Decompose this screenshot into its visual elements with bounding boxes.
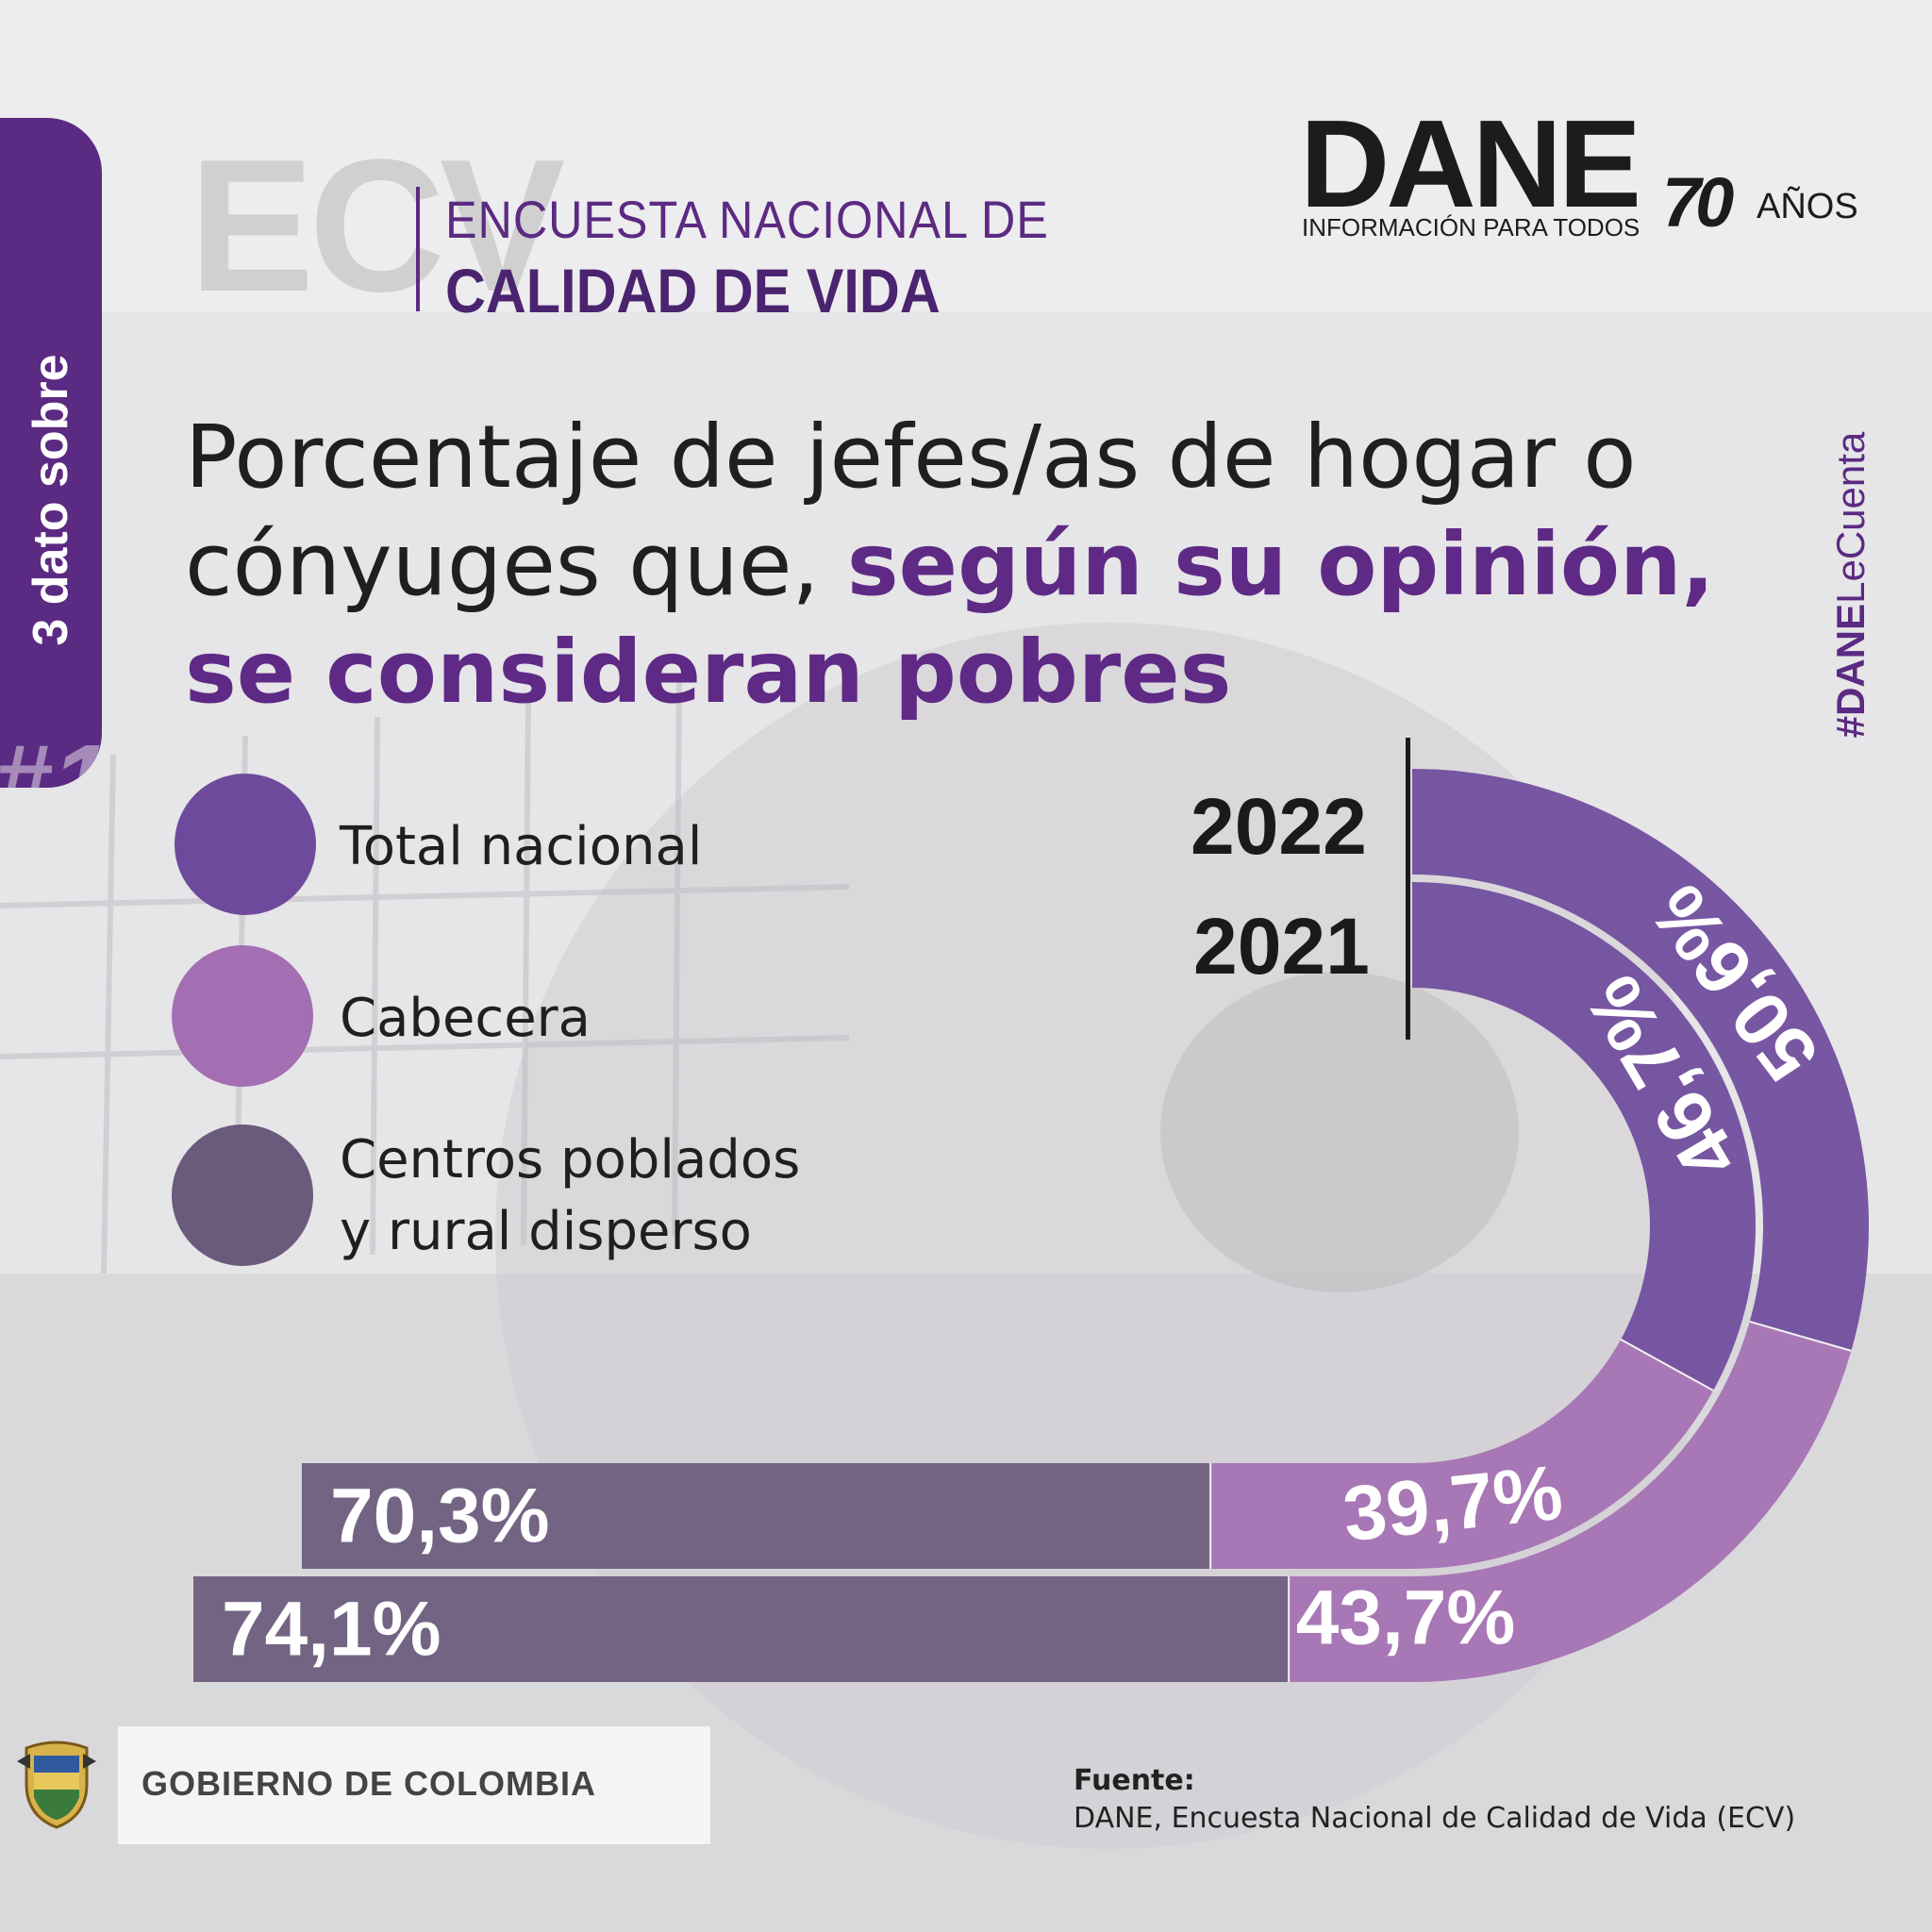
survey-name-line1: ENCUESTA NACIONAL DE	[445, 190, 1049, 249]
side-tab: 3 dato sobre #1	[0, 118, 102, 788]
bar-cabecera-2021-arc	[1412, 1322, 1852, 1682]
dane-logo: DANE	[1300, 94, 1641, 233]
government-banner	[118, 1726, 710, 1844]
title-line3-highlight: se consideran pobres	[185, 622, 1232, 723]
legend-swatch-total	[175, 774, 316, 915]
anniversary-number: 70	[1662, 163, 1734, 242]
bar-cabecera-2022-straight	[1209, 1463, 1412, 1569]
bar-rural-2022-straight	[302, 1463, 1210, 1569]
legend-label-total: Total nacional	[340, 816, 703, 877]
source-text: DANE, Encuesta Nacional de Calidad de Vi…	[1074, 1802, 1796, 1835]
title-line2: cónyuges que, según su opinión,	[185, 511, 1789, 619]
dane-tagline: INFORMACIÓN PARA TODOS	[1302, 213, 1641, 242]
bar-total-2021-arc	[1412, 769, 1869, 1352]
legend-label-rural-line1: Centros poblados	[340, 1129, 801, 1191]
bar-cabecera-2021-straight	[1288, 1576, 1412, 1682]
value-label-cabecera-2021: 43,7%	[1296, 1575, 1516, 1661]
value-label-rural-2022: 70,3%	[330, 1474, 550, 1559]
colombia-coat-of-arms-icon	[17, 1740, 96, 1829]
legend-swatch-cabecera	[172, 945, 313, 1087]
title-line1: Porcentaje de jefes/as de hogar o	[185, 407, 1637, 508]
bar-total-2022-arc	[1412, 882, 1756, 1391]
year-label-2021: 2021	[1193, 902, 1370, 991]
title-line2-plain: cónyuges que,	[185, 514, 847, 615]
page-title: Porcentaje de jefes/as de hogar o cónyug…	[185, 404, 1789, 726]
legend-label-rural-line2: y rural disperso	[340, 1201, 752, 1262]
year-label-2022: 2022	[1191, 782, 1367, 871]
ecv-watermark: ECV	[189, 121, 565, 331]
header-divider	[416, 187, 420, 311]
side-tab-number: #1	[0, 724, 102, 788]
year-divider	[1406, 738, 1410, 1040]
anniversary-word: AÑOS	[1757, 187, 1858, 226]
bar-rural-2021-straight	[193, 1576, 1289, 1682]
government-label: GOBIERNO DE COLOMBIA	[142, 1764, 597, 1803]
bar-cabecera-2022-arc	[1412, 1340, 1713, 1569]
legend-label-cabecera: Cabecera	[340, 988, 591, 1049]
value-label-rural-2021: 74,1%	[222, 1587, 441, 1673]
source-title: Fuente:	[1074, 1764, 1195, 1797]
legend-swatch-rural	[172, 1124, 313, 1266]
title-line2-highlight: según su opinión,	[846, 514, 1715, 615]
survey-name-line2: CALIDAD DE VIDA	[445, 256, 941, 325]
